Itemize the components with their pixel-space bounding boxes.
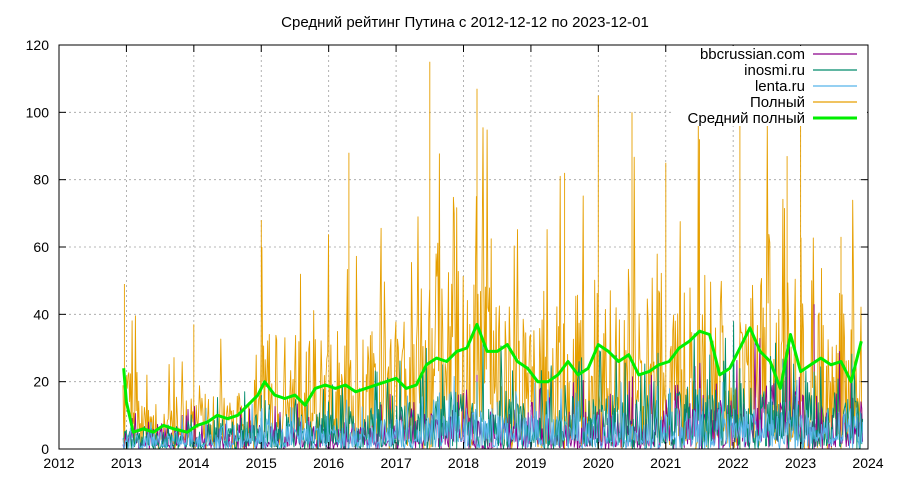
y-tick-label: 120 [26,37,50,53]
x-tick-label: 2022 [718,455,749,471]
x-tick-label: 2015 [246,455,277,471]
x-tick-label: 2014 [178,455,209,471]
x-tick-label: 2019 [515,455,546,471]
y-tick-label: 60 [33,239,49,255]
x-tick-label: 2016 [313,455,344,471]
x-tick-label: 2020 [583,455,614,471]
x-tick-label: 2013 [111,455,142,471]
x-tick-label: 2012 [43,455,74,471]
legend-label: Средний полный [688,110,805,127]
x-tick-label: 2024 [852,455,883,471]
legend-label: inosmi.ru [744,62,805,79]
y-tick-label: 40 [33,306,49,322]
y-tick-label: 100 [26,104,50,120]
legend: bbcrussian.cominosmi.rulenta.ruПолныйСре… [672,46,867,127]
legend-label: Полный [750,94,805,111]
legend-label: bbcrussian.com [700,46,805,63]
x-tick-label: 2021 [650,455,681,471]
y-tick-label: 80 [33,172,49,188]
x-tick-label: 2018 [448,455,479,471]
y-tick-label: 20 [33,374,49,390]
chart-title: Средний рейтинг Путина с 2012-12-12 по 2… [281,14,649,31]
x-tick-label: 2023 [785,455,816,471]
legend-label: lenta.ru [755,78,805,95]
x-tick-label: 2017 [381,455,412,471]
